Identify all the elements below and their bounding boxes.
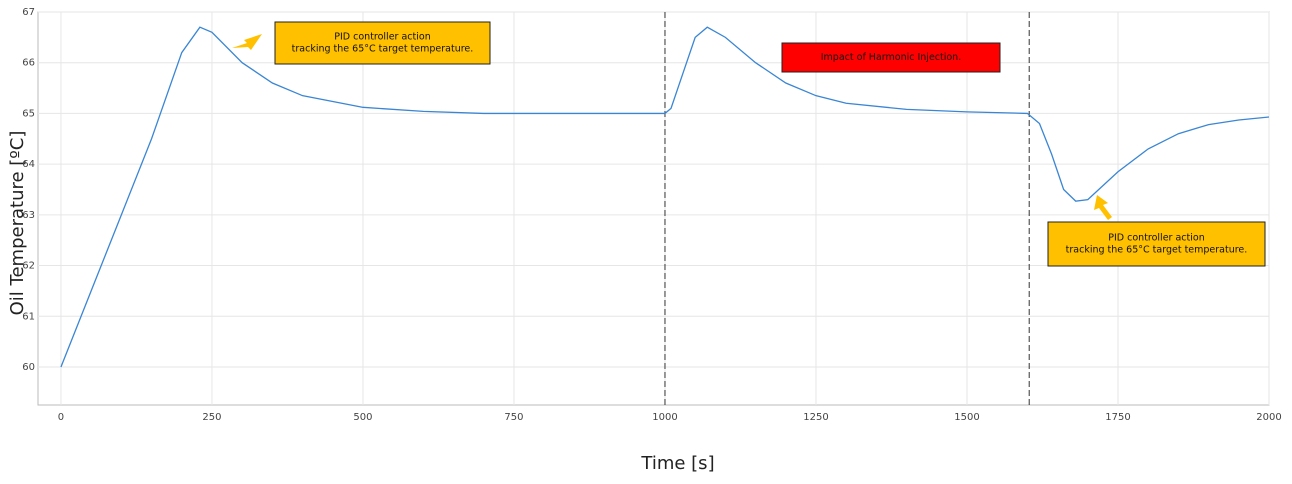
- annotation-box: [274, 21, 491, 65]
- y-tick-label: 64: [22, 159, 35, 170]
- data-line: [60, 26, 1270, 368]
- plot-area: [37, 11, 1270, 406]
- y-tick-label: 63: [22, 210, 35, 221]
- y-tick-label: 67: [22, 7, 35, 18]
- x-tick-label: 250: [202, 412, 221, 423]
- marks: [60, 12, 1270, 405]
- x-tick-label: 1500: [954, 412, 979, 423]
- annotation-box: [1047, 221, 1266, 267]
- annotation-text: PID controller action: [1108, 233, 1204, 244]
- x-tick-label: 1250: [803, 412, 828, 423]
- y-tick-label: 65: [22, 108, 35, 119]
- y-tick-label: 61: [22, 311, 35, 322]
- annotation-text: tracking the 65°C target temperature.: [1066, 245, 1248, 256]
- y-tick-label: 60: [22, 362, 35, 373]
- y-tick-label: 62: [22, 261, 35, 272]
- x-tick-label: 2000: [1256, 412, 1281, 423]
- arrow: [1094, 195, 1112, 220]
- x-tick-label: 0: [58, 412, 64, 423]
- x-tick-label: 1750: [1105, 412, 1130, 423]
- arrow: [232, 34, 262, 50]
- y-tick-label: 66: [22, 58, 35, 69]
- x-axis-label: Time [s]: [640, 453, 714, 474]
- annotation-text: Impact of Harmonic Injection.: [821, 52, 961, 63]
- x-tick-label: 750: [504, 412, 523, 423]
- x-tick-label: 500: [353, 412, 372, 423]
- annotation-box: [781, 42, 1001, 73]
- annotation-text: PID controller action: [334, 32, 430, 43]
- annotation-text: tracking the 65°C target temperature.: [292, 44, 474, 55]
- y-axis-label: Oil Temperature [ºC]: [7, 131, 28, 316]
- x-tick-label: 1000: [652, 412, 677, 423]
